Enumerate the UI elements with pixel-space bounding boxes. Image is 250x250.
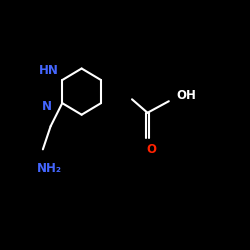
Text: N: N [42,100,52,114]
Text: HN: HN [39,64,58,77]
Text: O: O [146,143,156,156]
Text: OH: OH [176,89,196,102]
Text: NH₂: NH₂ [37,162,62,175]
